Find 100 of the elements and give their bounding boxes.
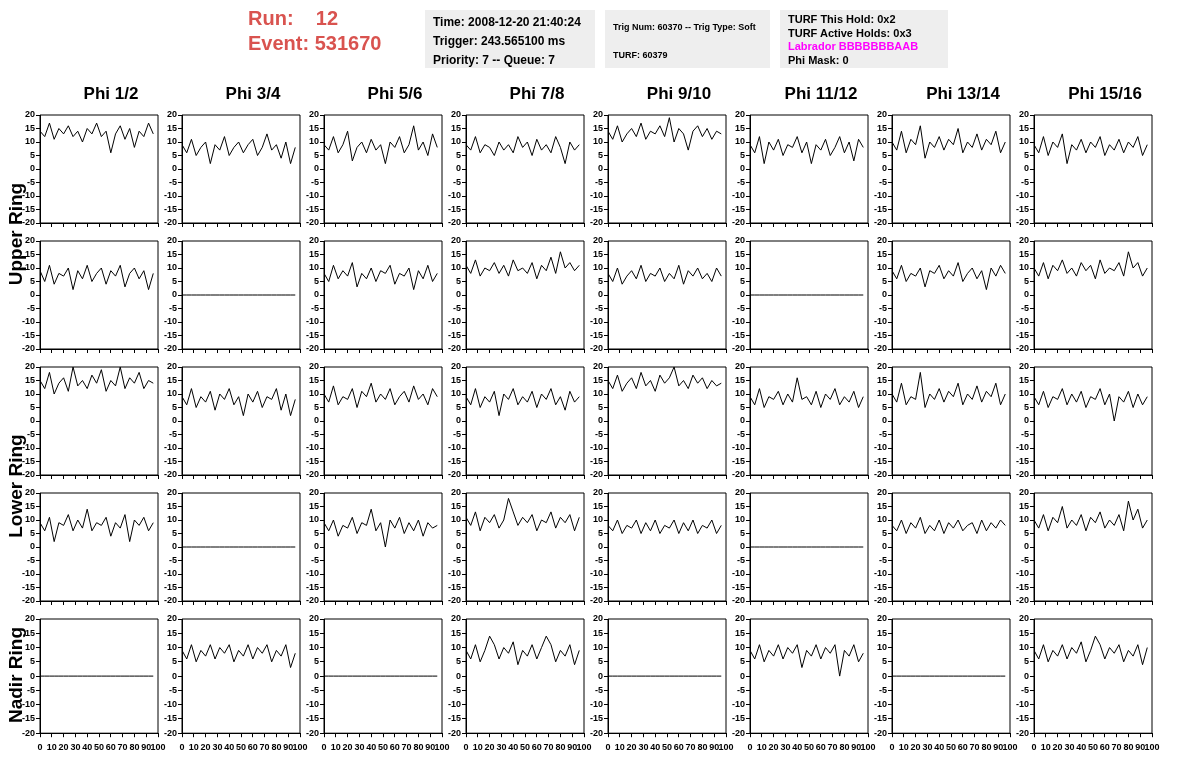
y-tick-label: 10 <box>24 642 35 653</box>
y-tick-label: 5 <box>881 401 887 412</box>
y-tick-label: -10 <box>447 568 461 579</box>
y-tick-label: 0 <box>171 541 177 552</box>
x-tick-label: 70 <box>685 742 696 753</box>
y-tick-label: -5 <box>1020 428 1029 439</box>
y-tick-label: 15 <box>24 122 35 133</box>
y-tick-label: -15 <box>731 203 745 214</box>
text: Phi Mask: 0 <box>788 53 850 67</box>
y-tick-label: 10 <box>876 514 887 525</box>
y-tick-label: 20 <box>24 487 35 498</box>
y-tick-label: -5 <box>310 684 319 695</box>
y-tick-label: 15 <box>1018 627 1029 638</box>
y-tick-label: 10 <box>592 136 603 147</box>
y-tick-label: 5 <box>171 656 177 667</box>
y-tick-label: 20 <box>24 109 35 120</box>
y-tick-label: 0 <box>739 289 745 300</box>
y-tick-label: -15 <box>589 203 603 214</box>
y-tick-label: 15 <box>876 374 887 385</box>
y-tick-label: 0 <box>881 163 887 174</box>
y-tick-label: 20 <box>876 487 887 498</box>
y-tick-label: 5 <box>597 656 603 667</box>
x-tick-label: 30 <box>780 742 791 753</box>
y-tick-label: -20 <box>305 595 319 606</box>
x-tick-label: 0 <box>747 742 753 753</box>
y-tick-label: 5 <box>1023 656 1029 667</box>
y-tick-label: -5 <box>26 428 35 439</box>
y-tick-label: -20 <box>1015 217 1029 228</box>
y-tick-label: -5 <box>878 684 887 695</box>
y-tick-label: -15 <box>447 329 461 340</box>
y-tick-label: 0 <box>171 289 177 300</box>
y-tick-label: 10 <box>1018 642 1029 653</box>
text: Time: 2008-12-20 21:40:24 <box>433 14 582 31</box>
y-tick-label: 5 <box>455 401 461 412</box>
y-tick-label: 5 <box>739 401 745 412</box>
x-tick-label: 100 <box>434 742 450 753</box>
x-tick-label: 80 <box>697 742 708 753</box>
x-tick-label: 30 <box>354 742 365 753</box>
y-tick-label: 15 <box>734 122 745 133</box>
y-tick-label: 15 <box>592 122 603 133</box>
y-tick-label: -20 <box>1015 727 1029 738</box>
x-tick-label: 80 <box>981 742 992 753</box>
y-tick-label: -5 <box>310 176 319 187</box>
y-tick-label: 5 <box>881 275 887 286</box>
x-tick-label: 10 <box>1040 742 1051 753</box>
y-tick-label: 5 <box>739 149 745 160</box>
y-tick-label: 5 <box>597 527 603 538</box>
x-tick-label: 40 <box>224 742 235 753</box>
y-tick-label: 0 <box>29 163 35 174</box>
y-tick-label: 5 <box>739 275 745 286</box>
y-tick-label: -15 <box>305 329 319 340</box>
y-tick-label: -5 <box>1020 302 1029 313</box>
x-tick-label: 40 <box>82 742 93 753</box>
x-tick-label: 0 <box>605 742 611 753</box>
y-tick-label: 5 <box>171 275 177 286</box>
y-tick-label: 15 <box>734 627 745 638</box>
y-tick-label: 20 <box>592 613 603 624</box>
x-tick-label: 70 <box>117 742 128 753</box>
y-tick-label: 10 <box>734 514 745 525</box>
y-tick-label: 10 <box>450 514 461 525</box>
x-tick-label: 40 <box>1076 742 1087 753</box>
y-tick-label: -20 <box>873 727 887 738</box>
y-tick-label: 10 <box>1018 514 1029 525</box>
text: Priority: 7 -- Queue: 7 <box>433 52 557 69</box>
y-tick-label: -20 <box>447 217 461 228</box>
chart-title: Phi 9/10 <box>645 84 713 104</box>
y-tick-label: 15 <box>166 248 177 259</box>
y-tick-label: 20 <box>166 361 177 372</box>
y-tick-label: -10 <box>163 699 177 710</box>
y-tick-label: -5 <box>594 176 603 187</box>
y-tick-label: 15 <box>166 627 177 638</box>
y-tick-label: 5 <box>29 275 35 286</box>
y-tick-label: -20 <box>873 217 887 228</box>
x-tick-label: 30 <box>212 742 223 753</box>
x-tick-label: 90 <box>993 742 1004 753</box>
y-tick-label: -20 <box>447 727 461 738</box>
y-tick-label: -15 <box>163 713 177 724</box>
y-tick-label: 10 <box>876 388 887 399</box>
y-tick-label: 15 <box>24 500 35 511</box>
y-tick-label: 15 <box>450 374 461 385</box>
y-tick-label: 0 <box>455 163 461 174</box>
x-tick-label: 50 <box>945 742 957 753</box>
y-tick-label: 20 <box>1018 235 1029 246</box>
chart-title: Phi 1/2 <box>82 84 140 104</box>
y-tick-label: -15 <box>163 203 177 214</box>
y-tick-label: 20 <box>24 361 35 372</box>
y-tick-label: -5 <box>168 554 177 565</box>
y-tick-label: 5 <box>1023 527 1029 538</box>
y-tick-label: -5 <box>452 302 461 313</box>
y-tick-label: 20 <box>24 613 35 624</box>
y-tick-label: 15 <box>24 627 35 638</box>
y-tick-label: 10 <box>308 262 319 273</box>
y-tick-label: -15 <box>1015 581 1029 592</box>
y-tick-label: 20 <box>734 613 745 624</box>
y-tick-label: -20 <box>21 595 35 606</box>
text: Labrador BBBBBBBAAB <box>788 40 920 54</box>
y-tick-label: -20 <box>447 343 461 354</box>
y-tick-label: 15 <box>450 248 461 259</box>
x-tick-label: 60 <box>531 742 542 753</box>
y-tick-label: -10 <box>873 316 887 327</box>
